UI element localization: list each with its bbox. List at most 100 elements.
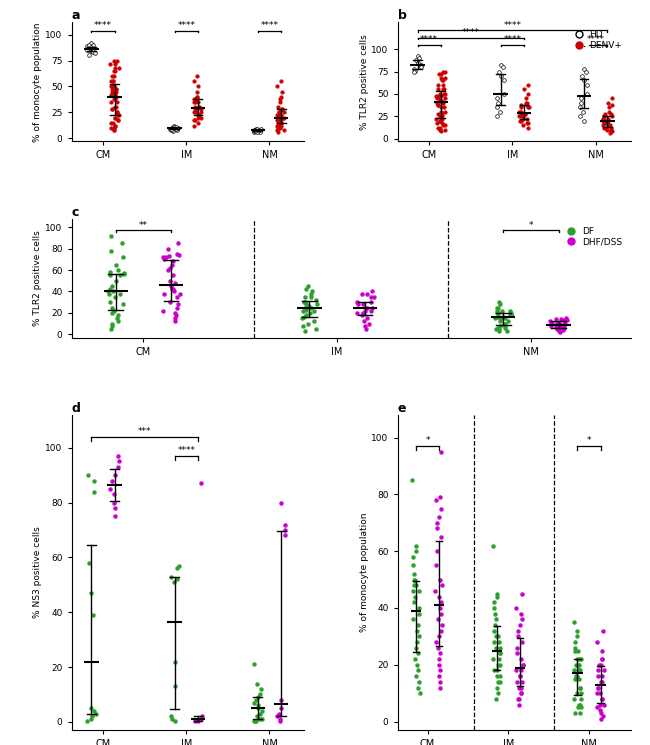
Point — [494, 325, 504, 337]
Point — [496, 60, 506, 72]
Point — [601, 124, 612, 136]
Point — [437, 66, 448, 77]
Point — [560, 317, 571, 329]
Point — [558, 324, 568, 336]
Point — [600, 115, 610, 127]
Point — [436, 625, 446, 637]
Y-axis label: % TLR2 positive cells: % TLR2 positive cells — [359, 34, 369, 130]
Point — [111, 101, 121, 113]
Point — [569, 636, 580, 648]
Point — [118, 251, 129, 263]
Point — [109, 89, 120, 101]
Point — [604, 119, 615, 131]
Point — [107, 83, 117, 95]
Point — [276, 703, 287, 714]
Point — [595, 699, 605, 711]
Point — [595, 659, 606, 670]
Point — [491, 693, 501, 705]
Point — [430, 494, 441, 506]
Point — [571, 670, 582, 682]
Point — [361, 323, 371, 335]
Point — [491, 588, 502, 600]
Point — [188, 120, 199, 132]
Point — [551, 314, 561, 326]
Text: ****: **** — [177, 22, 195, 31]
Point — [599, 665, 609, 676]
Point — [411, 54, 421, 66]
Point — [493, 297, 504, 308]
Point — [106, 117, 116, 129]
Point — [190, 101, 200, 113]
Point — [594, 659, 604, 670]
Point — [409, 580, 419, 592]
Point — [575, 101, 585, 113]
Point — [582, 79, 593, 91]
Point — [117, 238, 127, 250]
Point — [364, 317, 374, 329]
Point — [412, 619, 423, 631]
Point — [437, 79, 448, 91]
Point — [433, 641, 443, 653]
Point — [493, 659, 503, 670]
Y-axis label: % TLR2 positive cells: % TLR2 positive cells — [33, 230, 42, 326]
Point — [573, 659, 584, 670]
Point — [106, 96, 116, 108]
Point — [249, 714, 259, 726]
Point — [170, 122, 180, 134]
Point — [110, 62, 120, 74]
Point — [169, 122, 179, 134]
Point — [435, 491, 445, 503]
Point — [365, 291, 376, 302]
Point — [276, 114, 287, 126]
Point — [170, 656, 180, 668]
Point — [250, 694, 261, 706]
Point — [560, 312, 571, 324]
Point — [192, 91, 202, 103]
Point — [495, 641, 505, 653]
Point — [188, 75, 199, 87]
Point — [111, 91, 121, 103]
Point — [596, 713, 606, 725]
Point — [592, 702, 602, 714]
Point — [558, 323, 568, 335]
Point — [554, 325, 564, 337]
Point — [174, 559, 185, 571]
Point — [491, 302, 502, 314]
Point — [170, 316, 180, 328]
Point — [523, 116, 534, 128]
Point — [437, 107, 447, 119]
Point — [106, 89, 116, 101]
Point — [582, 88, 593, 100]
Point — [599, 110, 609, 122]
Point — [431, 113, 441, 125]
Point — [108, 86, 118, 98]
Point — [432, 522, 442, 534]
Point — [577, 70, 588, 82]
Point — [517, 588, 527, 600]
Point — [409, 568, 419, 580]
Point — [414, 585, 424, 597]
Point — [498, 311, 508, 323]
Point — [502, 325, 513, 337]
Point — [436, 608, 446, 620]
Point — [597, 653, 608, 665]
Point — [119, 268, 129, 280]
Point — [578, 74, 589, 86]
Point — [105, 283, 116, 295]
Point — [192, 110, 203, 121]
Point — [166, 124, 176, 136]
Point — [104, 288, 114, 299]
Point — [412, 647, 423, 659]
Point — [85, 44, 96, 56]
Point — [110, 502, 120, 514]
Point — [437, 95, 447, 107]
Point — [414, 52, 424, 64]
Point — [109, 124, 120, 136]
Point — [506, 309, 517, 321]
Legend: DF, DHF/DSS: DF, DHF/DSS — [559, 224, 626, 250]
Point — [440, 119, 450, 131]
Point — [437, 580, 448, 592]
Point — [276, 110, 286, 121]
Y-axis label: % of monocyte population: % of monocyte population — [33, 22, 42, 142]
Point — [512, 641, 523, 653]
